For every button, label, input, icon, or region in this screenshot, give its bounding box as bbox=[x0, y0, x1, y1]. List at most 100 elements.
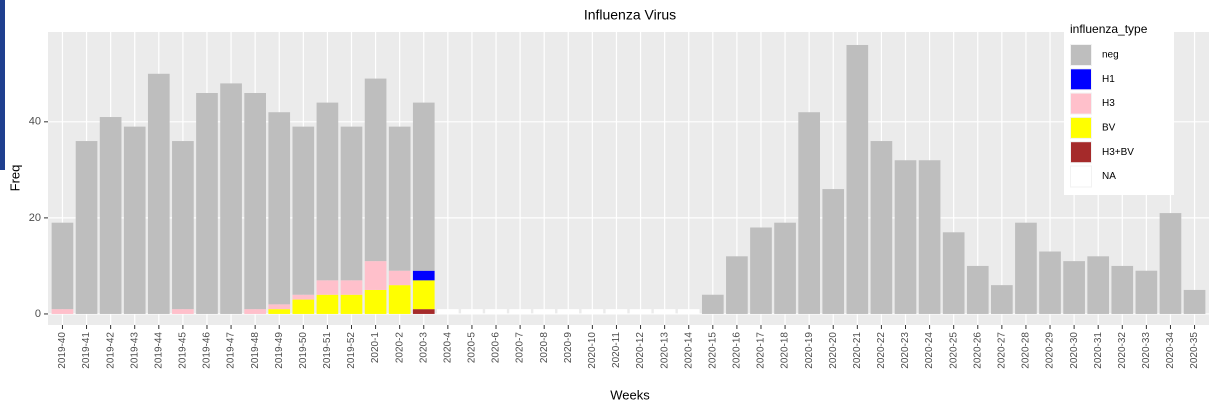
bar-segment bbox=[412, 280, 435, 310]
bar-segment bbox=[364, 289, 387, 314]
x-tick-label: 2020-21 bbox=[852, 332, 863, 369]
bar-segment bbox=[1111, 265, 1134, 314]
bar-segment bbox=[1063, 261, 1085, 314]
x-tick-label: 2020-12 bbox=[635, 332, 646, 369]
bar-segment bbox=[412, 309, 435, 314]
bar-segment bbox=[388, 126, 411, 271]
bar-segment bbox=[388, 270, 411, 286]
legend-label: NA bbox=[1102, 171, 1116, 182]
bar-segment bbox=[268, 304, 291, 310]
bar-segment bbox=[172, 309, 194, 314]
bar-segment bbox=[870, 141, 893, 314]
bar-segment bbox=[966, 265, 989, 314]
x-tick-label: 2020-27 bbox=[996, 332, 1007, 369]
bar-segment bbox=[364, 261, 387, 290]
bar-segment bbox=[629, 309, 652, 314]
x-tick-label: 2020-3 bbox=[418, 332, 429, 364]
chart-title: Influenza Virus bbox=[584, 7, 676, 23]
x-tick-label: 2020-18 bbox=[780, 332, 791, 369]
x-tick-label: 2019-52 bbox=[346, 332, 357, 369]
bar-segment bbox=[123, 126, 146, 314]
bar-segment bbox=[1087, 256, 1110, 314]
x-tick-label: 2019-50 bbox=[298, 332, 309, 369]
bar-segment bbox=[822, 189, 845, 314]
bar-segment bbox=[412, 270, 435, 281]
x-axis-label: Weeks bbox=[610, 387, 650, 402]
bar-segment bbox=[51, 222, 74, 310]
legend-label: BV bbox=[1102, 123, 1116, 134]
bar-segment bbox=[316, 280, 339, 295]
legend-label: neg bbox=[1102, 50, 1119, 61]
x-tick-label: 2020-32 bbox=[1117, 332, 1128, 369]
bar-segment bbox=[388, 285, 411, 314]
x-tick-label: 2020-17 bbox=[756, 332, 767, 369]
x-tick-label: 2020-30 bbox=[1069, 332, 1080, 369]
x-tick-label: 2020-23 bbox=[900, 332, 911, 369]
x-tick-label: 2020-33 bbox=[1141, 332, 1152, 369]
bar-segment bbox=[292, 126, 315, 295]
x-tick-label: 2020-4 bbox=[442, 332, 453, 364]
bar-segment bbox=[412, 102, 435, 271]
x-tick-label: 2019-46 bbox=[202, 332, 213, 369]
legend-key bbox=[1071, 69, 1091, 90]
bar-segment bbox=[509, 309, 531, 314]
legend-label: H3 bbox=[1102, 98, 1115, 109]
x-tick-label: 2020-24 bbox=[924, 332, 935, 369]
x-tick-label: 2020-11 bbox=[611, 332, 622, 368]
x-tick-label: 2020-2 bbox=[394, 332, 405, 364]
bar-segment bbox=[268, 309, 291, 314]
bar-segment bbox=[750, 227, 772, 314]
x-tick-label: 2020-34 bbox=[1165, 332, 1176, 369]
x-tick-label: 2019-49 bbox=[274, 332, 285, 369]
bar-segment bbox=[1015, 222, 1037, 314]
bar-segment bbox=[1039, 251, 1061, 314]
x-tick-label: 2020-31 bbox=[1093, 332, 1104, 369]
bar-segment bbox=[340, 294, 363, 314]
x-tick-label: 2020-28 bbox=[1021, 332, 1032, 369]
bar-segment bbox=[846, 44, 869, 314]
bar-segment bbox=[220, 83, 242, 314]
x-tick-label: 2020-8 bbox=[539, 332, 550, 364]
bar-segment bbox=[1183, 289, 1206, 314]
y-tick-label: 40 bbox=[29, 116, 41, 128]
bar-segment bbox=[244, 93, 266, 310]
bar-segment bbox=[653, 309, 676, 314]
bar-segment bbox=[99, 117, 122, 314]
x-tick-label: 2020-16 bbox=[732, 332, 743, 369]
bar-segment bbox=[798, 112, 820, 314]
bar-segment bbox=[1159, 213, 1182, 314]
bar-segment bbox=[316, 294, 339, 314]
x-tick-label: 2020-1 bbox=[370, 332, 381, 364]
bar-segment bbox=[894, 160, 917, 314]
window-edge bbox=[0, 0, 5, 170]
bar-segment bbox=[172, 141, 194, 310]
legend-label: H1 bbox=[1102, 74, 1115, 85]
bar-segment bbox=[701, 294, 724, 314]
x-tick-label: 2019-40 bbox=[57, 332, 68, 369]
bar-segment bbox=[1135, 270, 1158, 314]
x-tick-label: 2019-45 bbox=[178, 332, 189, 369]
bar-segment bbox=[581, 309, 604, 314]
x-tick-label: 2020-20 bbox=[828, 332, 839, 369]
x-tick-label: 2019-42 bbox=[105, 332, 116, 369]
bar-segment bbox=[557, 309, 580, 314]
bar-segment bbox=[726, 256, 748, 314]
bar-segment bbox=[292, 299, 315, 314]
x-tick-label: 2020-13 bbox=[659, 332, 670, 369]
legend-key bbox=[1071, 45, 1091, 65]
bar-segment bbox=[942, 232, 965, 314]
bar-segment bbox=[268, 112, 291, 305]
x-tick-label: 2020-15 bbox=[707, 332, 718, 369]
bar-segment bbox=[677, 309, 700, 314]
bar-segment bbox=[51, 309, 74, 314]
x-tick-label: 2020-9 bbox=[563, 332, 574, 364]
bar-segment bbox=[75, 141, 98, 314]
x-tick-label: 2020-10 bbox=[587, 332, 598, 369]
bar-segment bbox=[244, 309, 266, 314]
bar-segment bbox=[316, 102, 339, 281]
legend-key bbox=[1071, 93, 1091, 114]
x-tick-label: 2020-35 bbox=[1189, 332, 1200, 369]
x-tick-label: 2019-41 bbox=[81, 332, 92, 369]
y-axis-label: Freq bbox=[7, 165, 22, 192]
